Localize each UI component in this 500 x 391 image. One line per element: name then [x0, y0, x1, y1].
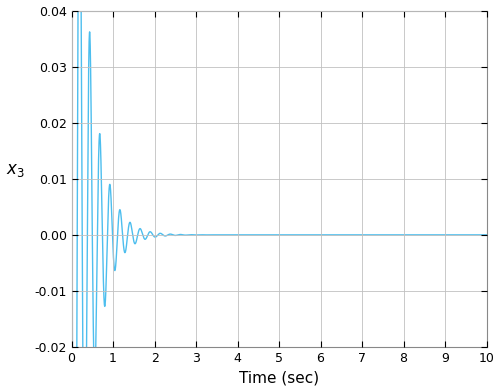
Y-axis label: $x_3$: $x_3$: [6, 161, 25, 179]
X-axis label: Time (sec): Time (sec): [239, 370, 319, 386]
